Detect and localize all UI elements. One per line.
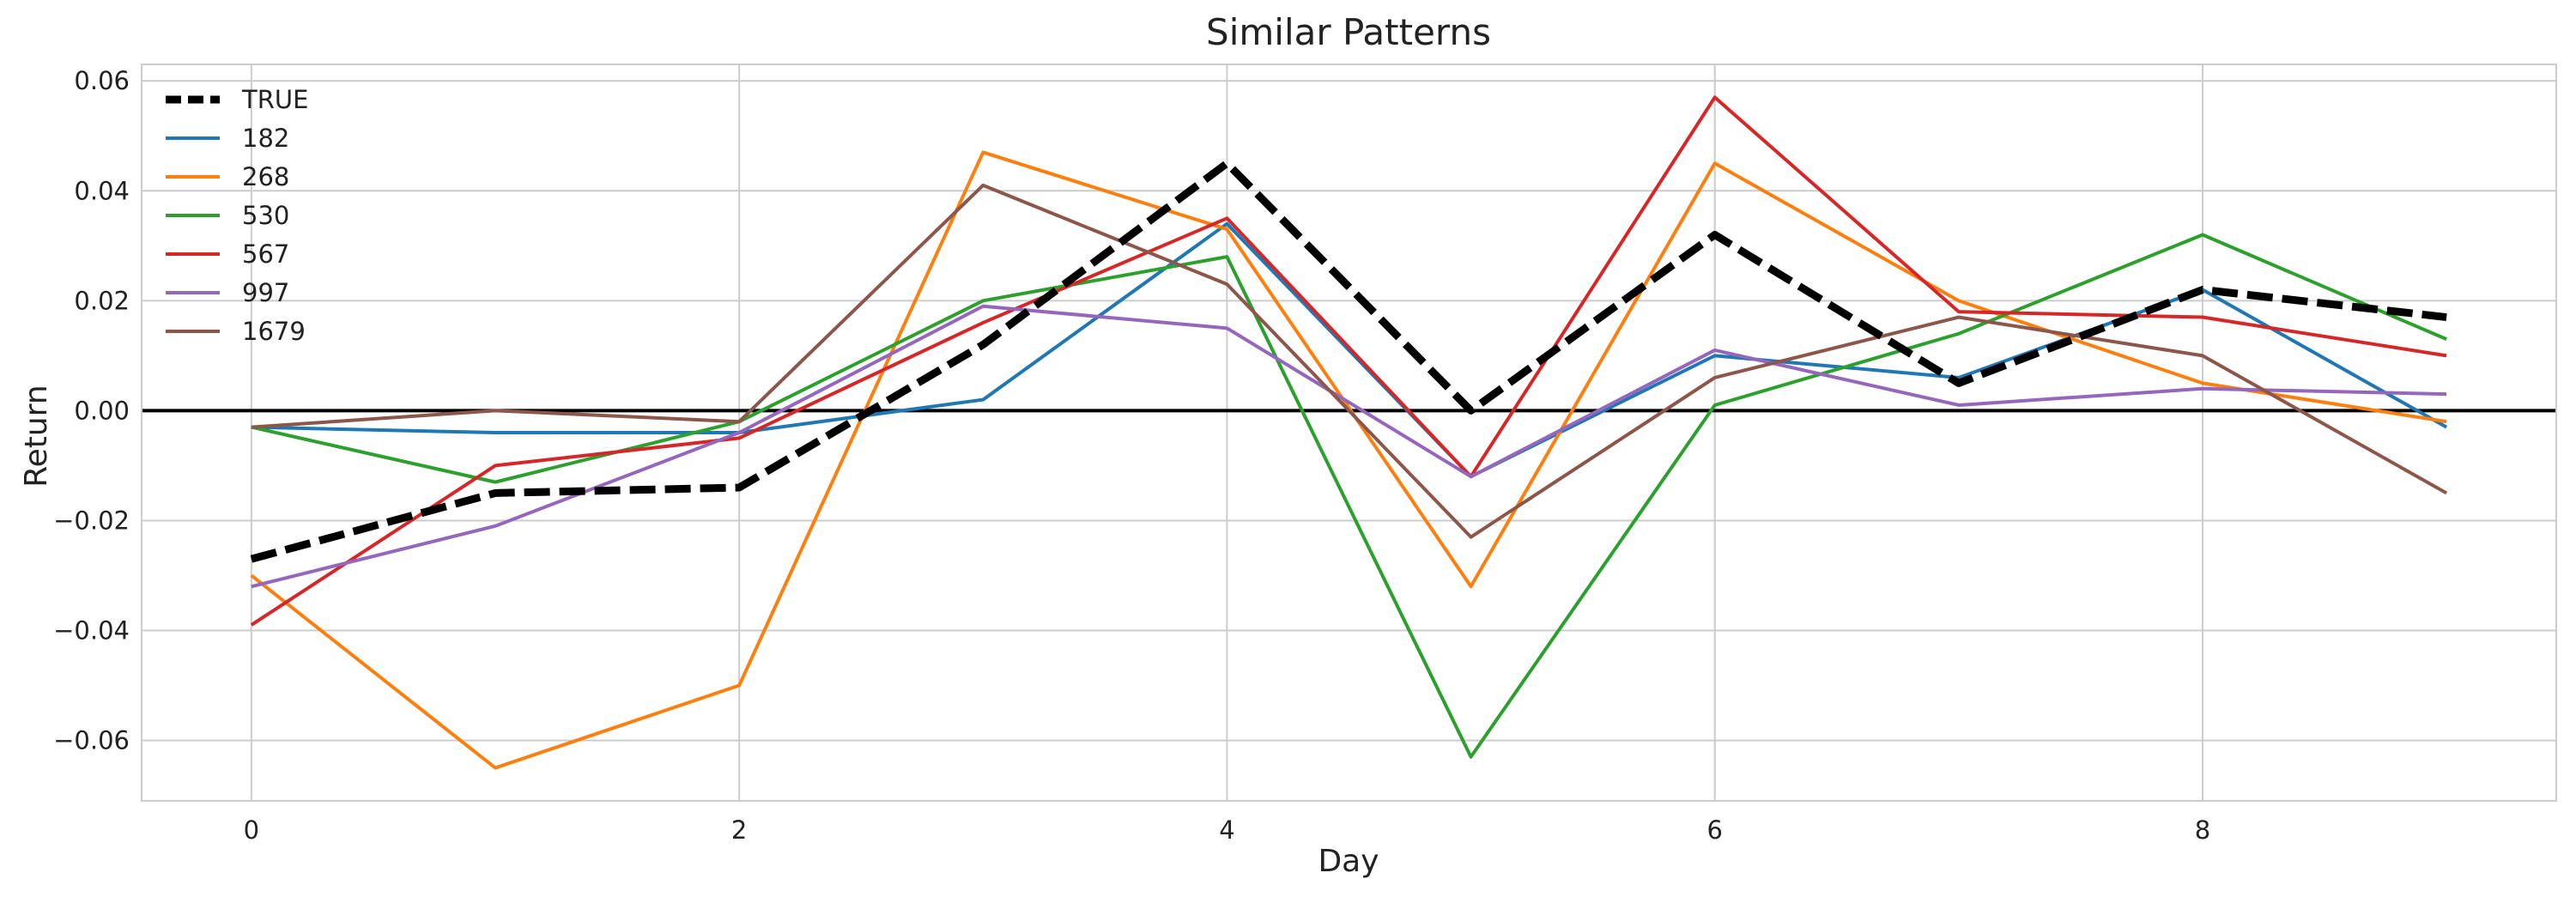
chart-title: Similar Patterns xyxy=(1206,11,1491,53)
y-tick-label: −0.02 xyxy=(53,506,130,535)
y-tick-label: 0.00 xyxy=(74,396,130,425)
x-tick-label: 6 xyxy=(1706,815,1722,845)
x-tick-label: 8 xyxy=(2195,815,2210,845)
series-line-1679 xyxy=(251,183,2448,539)
series-line-530 xyxy=(251,233,2447,759)
x-tick-label: 0 xyxy=(244,815,259,845)
series-lines xyxy=(250,95,2448,770)
plot-area-frame xyxy=(141,64,2557,802)
series-line-true xyxy=(250,159,2447,563)
legend-label-182: 182 xyxy=(242,124,289,153)
legend-label-268: 268 xyxy=(242,162,289,191)
legend-label-530: 530 xyxy=(242,201,289,230)
y-tick-label: 0.06 xyxy=(74,66,130,95)
y-axis-ticks: −0.06 −0.04 −0.02 0.00 0.02 0.04 0.06 xyxy=(53,66,130,755)
legend-label-567: 567 xyxy=(242,239,289,269)
x-axis-ticks: 0 2 4 6 8 xyxy=(244,815,2211,845)
legend-label-true: TRUE xyxy=(241,85,308,114)
series-line-567 xyxy=(250,95,2447,627)
y-tick-label: −0.06 xyxy=(53,726,130,755)
x-axis-label: Day xyxy=(1318,844,1379,879)
x-tick-label: 2 xyxy=(731,815,747,845)
x-tick-label: 4 xyxy=(1219,815,1234,845)
y-tick-label: −0.04 xyxy=(53,616,130,645)
legend-label-1679: 1679 xyxy=(242,317,306,346)
y-axis-label: Return xyxy=(19,385,54,487)
legend: TRUE 182 268 530 567 997 1679 xyxy=(166,85,308,346)
series-line-268 xyxy=(250,150,2447,770)
y-tick-label: 0.04 xyxy=(74,176,130,205)
series-line-997 xyxy=(251,304,2447,589)
series-line-182 xyxy=(251,221,2448,479)
legend-label-997: 997 xyxy=(242,278,289,307)
y-tick-label: 0.02 xyxy=(74,286,130,315)
